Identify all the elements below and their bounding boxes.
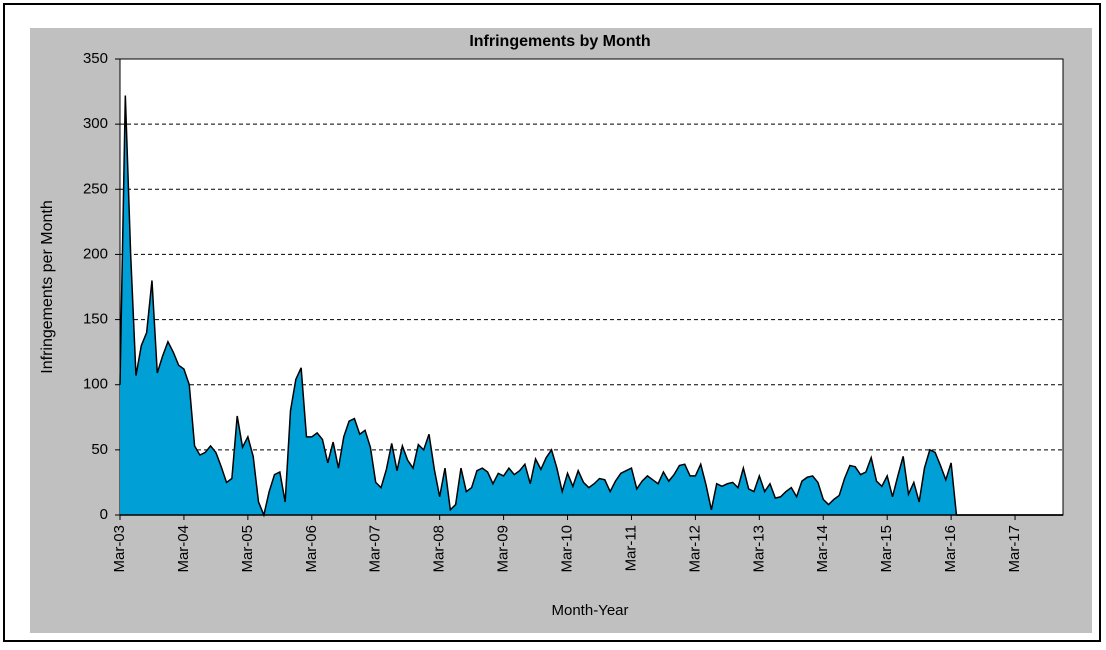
area-fill — [120, 95, 1063, 515]
y-tick-label: 0 — [100, 506, 108, 523]
y-tick-label: 300 — [83, 115, 108, 132]
y-axis-title: Infringements per Month — [39, 200, 56, 373]
x-tick-label: Mar-07 — [367, 525, 384, 573]
plot-area — [119, 58, 1064, 516]
x-tick-label: Mar-05 — [239, 525, 256, 573]
x-tick-label: Mar-16 — [942, 525, 959, 573]
x-tick-label: Mar-09 — [495, 525, 512, 573]
x-tick-label: Mar-03 — [111, 525, 128, 573]
y-tick-label: 200 — [83, 245, 108, 262]
x-tick-label: Mar-11 — [622, 525, 639, 571]
y-tick-label: 50 — [91, 441, 108, 458]
y-tick-label: 150 — [83, 311, 108, 328]
area-line — [119, 95, 1063, 518]
x-tick-label: Mar-15 — [878, 525, 895, 573]
x-tick-label: Mar-14 — [814, 525, 831, 573]
x-tick-label: Mar-04 — [175, 525, 192, 573]
x-tick-label: Mar-06 — [303, 525, 320, 573]
chart-title: Infringements by Month — [469, 33, 650, 50]
y-tick-label: 350 — [83, 50, 108, 67]
x-tick-label: Mar-08 — [431, 525, 448, 573]
x-tick-label: Mar-12 — [686, 525, 703, 573]
y-tick-label: 250 — [83, 180, 108, 197]
x-tick-label: Mar-17 — [1006, 525, 1023, 573]
x-tick-label: Mar-10 — [558, 525, 575, 573]
x-axis-title: Month-Year — [552, 602, 629, 619]
x-tick-label: Mar-13 — [750, 525, 767, 573]
y-tick-label: 100 — [83, 376, 108, 393]
